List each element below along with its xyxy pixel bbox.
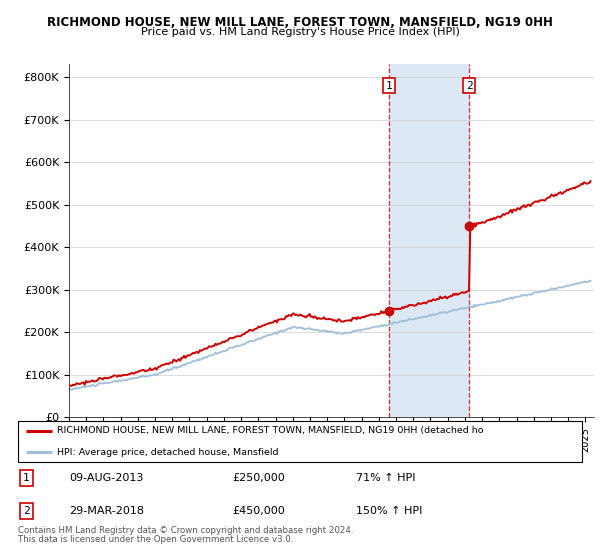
Text: This data is licensed under the Open Government Licence v3.0.: This data is licensed under the Open Gov… xyxy=(18,535,293,544)
Text: RICHMOND HOUSE, NEW MILL LANE, FOREST TOWN, MANSFIELD, NG19 0HH: RICHMOND HOUSE, NEW MILL LANE, FOREST TO… xyxy=(47,16,553,29)
Text: Price paid vs. HM Land Registry's House Price Index (HPI): Price paid vs. HM Land Registry's House … xyxy=(140,27,460,37)
Text: Contains HM Land Registry data © Crown copyright and database right 2024.: Contains HM Land Registry data © Crown c… xyxy=(18,526,353,535)
Text: 2: 2 xyxy=(23,506,30,516)
Text: 71% ↑ HPI: 71% ↑ HPI xyxy=(356,473,416,483)
Text: £450,000: £450,000 xyxy=(232,506,285,516)
Text: 1: 1 xyxy=(386,81,392,91)
FancyBboxPatch shape xyxy=(18,421,582,462)
Text: 09-AUG-2013: 09-AUG-2013 xyxy=(69,473,143,483)
Text: 29-MAR-2018: 29-MAR-2018 xyxy=(69,506,144,516)
Text: 150% ↑ HPI: 150% ↑ HPI xyxy=(356,506,423,516)
Text: 2: 2 xyxy=(466,81,473,91)
Bar xyxy=(389,64,469,417)
Text: £250,000: £250,000 xyxy=(232,473,285,483)
Text: 1: 1 xyxy=(23,473,30,483)
Text: HPI: Average price, detached house, Mansfield: HPI: Average price, detached house, Mans… xyxy=(58,447,279,457)
Text: RICHMOND HOUSE, NEW MILL LANE, FOREST TOWN, MANSFIELD, NG19 0HH (detached ho: RICHMOND HOUSE, NEW MILL LANE, FOREST TO… xyxy=(58,426,484,436)
